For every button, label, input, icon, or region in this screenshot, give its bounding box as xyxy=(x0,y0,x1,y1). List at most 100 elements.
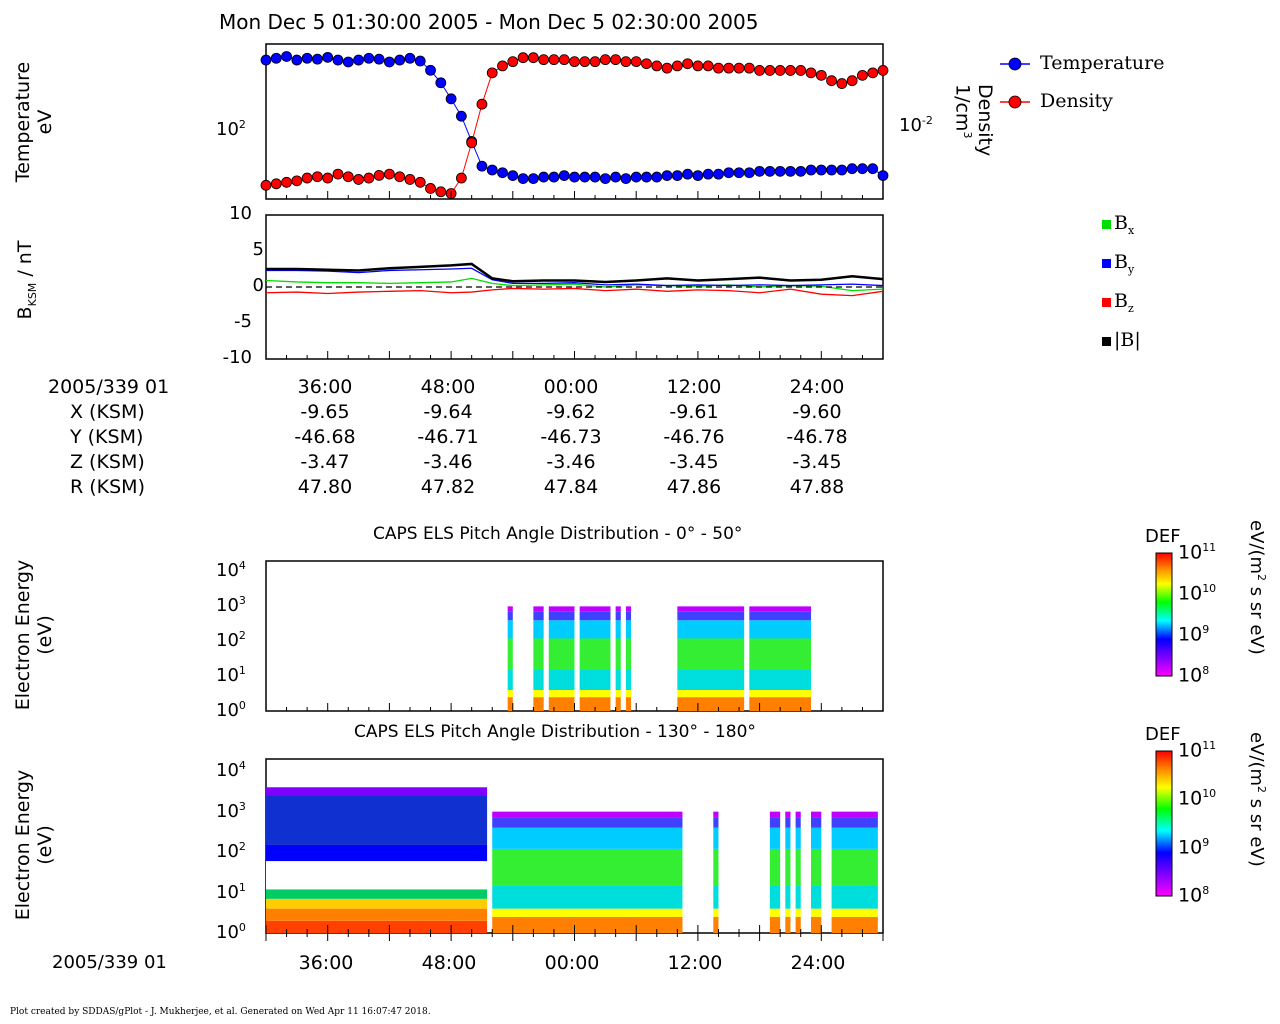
density-point xyxy=(589,56,601,68)
magnetic-field-axis-label: BKSM / nT xyxy=(14,240,39,320)
energy-tick-label: 103 xyxy=(216,799,246,822)
colorbar-tick-label: 108 xyxy=(1178,664,1210,687)
temperature-point xyxy=(270,52,282,64)
ephemeris-value: -9.64 xyxy=(423,401,473,423)
density-point xyxy=(836,78,848,89)
density-point xyxy=(507,56,519,68)
ephemeris-value: -3.45 xyxy=(669,451,719,473)
density-point xyxy=(805,67,817,79)
spectrogram-cell xyxy=(795,827,801,849)
bottom-tick-label: 00:00 xyxy=(544,952,600,974)
spectrogram-cell xyxy=(533,697,544,711)
density-point xyxy=(692,60,704,72)
density-point xyxy=(579,56,591,68)
temperature-point xyxy=(651,171,663,183)
spectrogram-cell xyxy=(625,669,632,691)
temperature-point xyxy=(723,167,735,179)
density-point xyxy=(404,174,416,185)
spectrogram-cell xyxy=(749,690,812,698)
density-point xyxy=(558,54,570,66)
temperature-point xyxy=(682,168,694,180)
temperature-point xyxy=(538,171,550,183)
temperature-point xyxy=(764,165,776,177)
spectrogram-cell xyxy=(579,611,611,621)
ephemeris-label: Y (KSM) xyxy=(70,426,144,448)
spectrogram-cell xyxy=(795,817,801,828)
spectrogram-cell xyxy=(769,811,781,818)
spectrogram-cell xyxy=(811,916,822,933)
spectrogram-cell xyxy=(811,848,822,886)
spectrogram-cell xyxy=(615,638,621,670)
spectrogram-cell xyxy=(677,669,745,691)
spectrogram-cell xyxy=(492,811,683,818)
density-point xyxy=(867,67,879,79)
spectrogram-cell xyxy=(615,606,621,612)
spectrogram-2-title: CAPS ELS Pitch Angle Distribution - 130°… xyxy=(354,722,756,742)
spectrogram-cell xyxy=(579,638,611,670)
energy-tick-label: 100 xyxy=(216,921,246,943)
ephemeris-label: 2005/339 01 xyxy=(48,376,170,398)
density-point xyxy=(630,56,642,68)
temperature-point xyxy=(435,77,447,89)
density-point xyxy=(723,62,735,74)
density-point xyxy=(486,67,498,79)
ephemeris-label: R (KSM) xyxy=(70,476,145,498)
bottom-tick-label: 48:00 xyxy=(421,952,477,974)
spectrogram-cell xyxy=(266,898,488,909)
ephemeris-value: -46.71 xyxy=(417,426,479,448)
colorbar-tick-label: 108 xyxy=(1178,884,1210,907)
footer-credit: Plot created by SDDAS/gPlot - J. Mukherj… xyxy=(10,1007,431,1017)
spectrogram-cell xyxy=(266,889,488,899)
density-point xyxy=(322,172,334,184)
temperature-point xyxy=(692,170,704,181)
temperature-point xyxy=(641,171,652,183)
density-point xyxy=(785,65,796,76)
bottom-tick-label: 12:00 xyxy=(667,952,723,974)
density-point xyxy=(353,174,364,185)
density-point xyxy=(373,170,385,181)
spectrogram-cell xyxy=(266,920,488,933)
spectrogram-cell xyxy=(677,690,745,698)
temperature-point xyxy=(867,163,879,175)
temperature-point xyxy=(733,167,745,179)
temperature-point xyxy=(455,110,467,122)
density-point xyxy=(517,52,529,64)
spectrogram-cell xyxy=(677,638,745,670)
density-point xyxy=(682,58,694,70)
ephemeris-value: -9.61 xyxy=(669,401,719,423)
density-point xyxy=(815,69,827,81)
temperature-point xyxy=(569,171,580,183)
temperature-point xyxy=(322,51,334,63)
spectrogram-cell xyxy=(548,669,575,691)
density-point xyxy=(383,168,395,180)
density-point xyxy=(435,186,447,198)
spectrogram-cell xyxy=(769,885,781,909)
spectrogram-cell xyxy=(831,827,878,849)
legend-item-temperature: Temperature xyxy=(1000,52,1164,74)
temperature-point xyxy=(774,165,786,177)
spectrogram-cell xyxy=(795,811,801,818)
spectrogram-cell xyxy=(492,908,683,917)
temperature-point xyxy=(713,168,724,180)
temperature-point xyxy=(620,173,632,185)
colorbar-tick-label: 1010 xyxy=(1178,582,1217,605)
temperature-point xyxy=(497,167,508,179)
magnetic-field-tick-label: 10 xyxy=(229,203,252,224)
temperature-point xyxy=(383,56,395,68)
density-point xyxy=(713,62,724,74)
spectrogram-cell xyxy=(507,690,513,698)
density-point xyxy=(795,65,807,76)
spectrogram-cell xyxy=(615,620,621,639)
temperature-point xyxy=(517,173,529,185)
spectrogram-cell xyxy=(533,611,544,621)
density-point xyxy=(651,60,663,72)
spectrogram-cell xyxy=(507,606,513,612)
legend-item-density: Density xyxy=(1000,90,1113,112)
spectrogram-cell xyxy=(548,638,575,670)
spectrogram-cell xyxy=(713,811,719,818)
spectrogram-cell xyxy=(785,811,791,818)
ephemeris-value: 36:00 xyxy=(297,376,353,398)
colorbar-2-label: DEF xyxy=(1145,724,1181,745)
spectrogram-cell xyxy=(713,827,719,849)
